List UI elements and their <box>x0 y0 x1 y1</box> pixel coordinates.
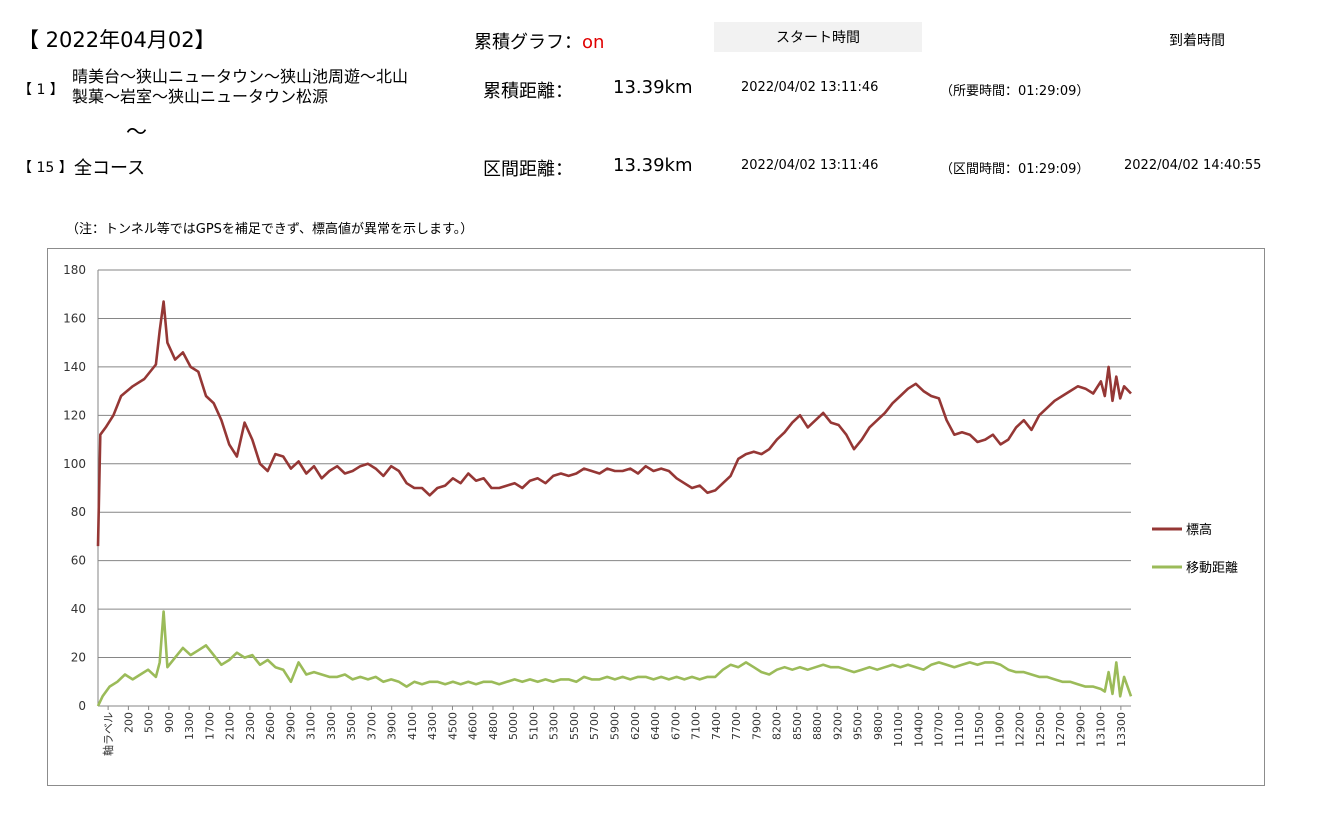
cumulative-graph-text: 累積グラフ： <box>474 32 582 53</box>
x-tick-label: 6700 <box>669 712 682 740</box>
x-tick-label: 12700 <box>1054 712 1067 747</box>
x-tick-label: 12500 <box>1034 712 1047 747</box>
x-tick-label: 8500 <box>791 712 804 740</box>
arrival-time-value: 2022/04/02 14:40:55 <box>1124 158 1262 173</box>
legend-label: 移動距離 <box>1186 561 1238 576</box>
x-tick-label: 6200 <box>629 712 642 740</box>
x-tick-label: 10400 <box>912 712 925 747</box>
x-tick-label: 13100 <box>1095 712 1108 747</box>
y-tick-label: 0 <box>78 699 86 713</box>
cumulative-distance-label: 累積距離： <box>483 81 573 102</box>
x-tick-label: 7400 <box>710 712 723 740</box>
legend-label: 標高 <box>1186 522 1212 538</box>
series-line-elevation <box>96 300 1132 547</box>
x-tick-label: 4300 <box>426 712 439 740</box>
x-tick-label: 4500 <box>446 712 459 740</box>
section-start-time: 2022/04/02 13:11:46 <box>741 158 879 173</box>
x-tick-label: 11900 <box>993 712 1006 747</box>
y-tick-label: 80 <box>71 505 86 519</box>
elevation-chart: 0 20 40 60 80 100 120 140 160 180 軸ラベル 200 500 900 130… <box>47 248 1265 786</box>
cumulative-start-time: 2022/04/02 13:11:46 <box>741 80 879 95</box>
x-tick-label: 7700 <box>730 712 743 740</box>
course-from-name: 晴美台～狭山ニュータウン～狭山池周遊～北山 製菓～岩室～狭山ニュータウン松源 <box>72 67 408 107</box>
chart-canvas: 0 20 40 60 80 100 120 140 160 180 軸ラベル 200 500 900 130… <box>63 263 1238 756</box>
x-tick-label: 3700 <box>365 712 378 740</box>
x-tick-label: 2100 <box>224 712 237 740</box>
x-tick-label: 3900 <box>386 712 399 740</box>
y-tick-label: 120 <box>63 408 86 422</box>
section-elapsed-time: （区間時間：01:29:09） <box>940 162 1090 177</box>
x-tick-label: 11500 <box>973 712 986 747</box>
x-tick-label: 13300 <box>1115 712 1128 747</box>
course-from-name-line1: 晴美台～狭山ニュータウン～狭山池周遊～北山 <box>72 67 409 86</box>
y-tick-label: 100 <box>63 457 86 471</box>
y-tick-label: 140 <box>63 360 86 374</box>
x-tick-label: 5000 <box>507 712 520 740</box>
x-tick-label: 7900 <box>750 712 763 740</box>
x-tick-label: 10100 <box>892 712 905 747</box>
x-tick-label: 7100 <box>690 712 703 740</box>
course-to-name: 全コース <box>74 158 146 179</box>
x-tick-label: 12900 <box>1074 712 1087 747</box>
x-tick-label: 4100 <box>406 712 419 740</box>
course-to-index: 【 15 】 <box>18 160 73 176</box>
x-tick-label: 200 <box>122 712 135 733</box>
x-tick-label: 9200 <box>831 712 844 740</box>
x-tick-label: 500 <box>143 712 156 733</box>
y-tick-label: 40 <box>71 602 86 616</box>
cumulative-graph-label: 累積グラフ：on <box>474 28 604 54</box>
x-tick-label: 11100 <box>953 712 966 747</box>
y-tick-label: 20 <box>71 651 86 665</box>
section-distance-label: 区間距離： <box>483 159 573 180</box>
x-tick-label: 9500 <box>852 712 865 740</box>
course-from-index: 【 1 】 <box>18 82 64 98</box>
x-tick-label: 3300 <box>325 712 338 740</box>
y-tick-label: 60 <box>71 554 86 568</box>
x-tick-label: 900 <box>163 712 176 733</box>
x-tick-label: 9800 <box>872 712 885 740</box>
y-tick-label: 180 <box>63 263 86 277</box>
course-from-name-line2: 製菓～岩室～狭山ニュータウン松源 <box>72 87 329 106</box>
x-tick-label: 2900 <box>284 712 297 740</box>
x-tick-label: 10700 <box>933 712 946 747</box>
x-tick-label: 8800 <box>811 712 824 740</box>
x-tick-label: 5900 <box>609 712 622 740</box>
x-tick-label: 2300 <box>244 712 257 740</box>
x-tick-label: 4800 <box>487 712 500 740</box>
x-tick-label: 3500 <box>345 712 358 740</box>
x-tick-label: 2600 <box>264 712 277 740</box>
x-tick-label: 1300 <box>183 712 196 740</box>
cumulative-graph-status[interactable]: on <box>582 32 605 53</box>
arrival-time-label: 到着時間 <box>1169 33 1225 49</box>
x-tick-label: 4600 <box>467 712 480 740</box>
cumulative-distance-value: 13.39km <box>613 77 693 98</box>
series-line-moving-distance <box>96 610 1133 707</box>
x-tick-label: 5100 <box>527 712 540 740</box>
x-tick-label: 5300 <box>548 712 561 740</box>
x-tick-label: 1700 <box>203 712 216 740</box>
y-tick-label: 160 <box>63 311 86 325</box>
x-tick-label: 軸ラベル <box>101 712 115 756</box>
course-range-tilde: ～ <box>126 120 147 144</box>
x-tick-label: 5700 <box>588 712 601 740</box>
gps-note: （注：トンネル等ではGPSを補足できず、標高値が異常を示します。） <box>66 222 474 237</box>
x-tick-label: 5500 <box>568 712 581 740</box>
x-tick-label: 12200 <box>1014 712 1027 747</box>
start-time-button[interactable]: スタート時間 <box>714 22 922 52</box>
x-tick-label: 8200 <box>771 712 784 740</box>
section-distance-value: 13.39km <box>613 155 693 176</box>
report-date: 【 2022年04月02】 <box>18 28 216 52</box>
x-tick-label: 3100 <box>305 712 318 740</box>
total-elapsed-time: （所要時間：01:29:09） <box>940 84 1090 99</box>
x-tick-label: 6400 <box>649 712 662 740</box>
